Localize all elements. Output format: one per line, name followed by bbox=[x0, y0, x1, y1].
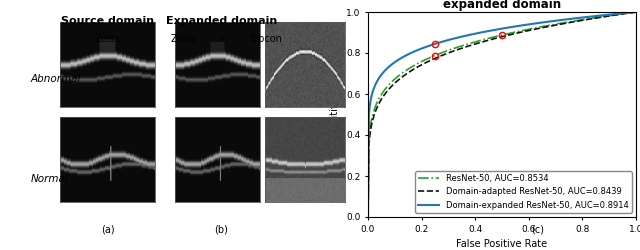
ResNet-50, AUC=0.8534 bbox=[365, 138, 372, 141]
ResNet-50, AUC=0.8534 bbox=[364, 216, 372, 218]
ResNet-50, AUC=0.8534 bbox=[632, 10, 640, 14]
Domain-expanded ResNet-50, AUC=0.8914 bbox=[590, 15, 598, 18]
Text: Zeiss: Zeiss bbox=[170, 34, 196, 44]
ResNet-50, AUC=0.8534 bbox=[528, 27, 536, 30]
X-axis label: False Positive Rate: False Positive Rate bbox=[456, 239, 548, 249]
Domain-expanded ResNet-50, AUC=0.8914 bbox=[524, 23, 531, 26]
Title: Classifier performance on the
expanded domain: Classifier performance on the expanded d… bbox=[403, 0, 601, 11]
Line: Domain-adapted ResNet-50, AUC=0.8439: Domain-adapted ResNet-50, AUC=0.8439 bbox=[368, 12, 636, 217]
Domain-adapted ResNet-50, AUC=0.8439 bbox=[365, 144, 372, 147]
Text: (c): (c) bbox=[531, 225, 544, 235]
Domain-adapted ResNet-50, AUC=0.8439 bbox=[607, 14, 615, 17]
Text: Normal: Normal bbox=[31, 174, 68, 184]
Domain-adapted ResNet-50, AUC=0.8439 bbox=[632, 10, 640, 14]
Domain-expanded ResNet-50, AUC=0.8914 bbox=[528, 22, 536, 26]
Text: Zeiss: Zeiss bbox=[95, 34, 120, 44]
Text: (b): (b) bbox=[214, 225, 228, 235]
ResNet-50, AUC=0.8534 bbox=[524, 28, 531, 31]
Domain-expanded ResNet-50, AUC=0.8914 bbox=[607, 13, 615, 16]
Domain-expanded ResNet-50, AUC=0.8914 bbox=[365, 113, 372, 116]
Text: Abnormal: Abnormal bbox=[31, 74, 81, 84]
Text: Source domain: Source domain bbox=[61, 16, 154, 26]
ResNet-50, AUC=0.8534 bbox=[523, 28, 531, 31]
Domain-expanded ResNet-50, AUC=0.8914 bbox=[632, 10, 640, 14]
Text: +: + bbox=[218, 34, 225, 44]
Line: ResNet-50, AUC=0.8534: ResNet-50, AUC=0.8534 bbox=[368, 12, 636, 217]
Text: (a): (a) bbox=[100, 225, 115, 235]
Y-axis label: True Positive Rate: True Positive Rate bbox=[330, 71, 340, 158]
Domain-expanded ResNet-50, AUC=0.8914 bbox=[364, 216, 372, 218]
Line: Domain-expanded ResNet-50, AUC=0.8914: Domain-expanded ResNet-50, AUC=0.8914 bbox=[368, 12, 636, 217]
Domain-adapted ResNet-50, AUC=0.8439 bbox=[528, 28, 536, 31]
Domain-expanded ResNet-50, AUC=0.8914 bbox=[523, 23, 531, 26]
Legend: ResNet-50, AUC=0.8534, Domain-adapted ResNet-50, AUC=0.8439, Domain-expanded Res: ResNet-50, AUC=0.8534, Domain-adapted Re… bbox=[415, 171, 632, 213]
Domain-adapted ResNet-50, AUC=0.8439 bbox=[523, 30, 531, 32]
Text: Expanded domain: Expanded domain bbox=[166, 16, 277, 26]
ResNet-50, AUC=0.8534 bbox=[590, 16, 598, 20]
ResNet-50, AUC=0.8534 bbox=[607, 14, 615, 17]
Domain-adapted ResNet-50, AUC=0.8439 bbox=[364, 216, 372, 218]
Domain-adapted ResNet-50, AUC=0.8439 bbox=[590, 17, 598, 20]
Domain-adapted ResNet-50, AUC=0.8439 bbox=[524, 29, 531, 32]
Text: Topcon: Topcon bbox=[248, 34, 282, 44]
